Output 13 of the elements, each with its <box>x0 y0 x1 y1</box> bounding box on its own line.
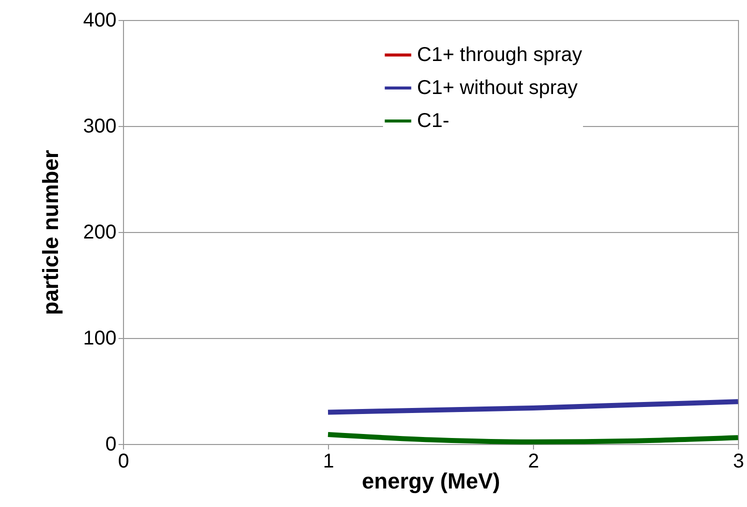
y-tick-label: 0 <box>105 434 116 456</box>
x-tick-label: 1 <box>322 450 334 472</box>
y-axis-title: particle number <box>38 150 64 316</box>
y-tick-label: 200 <box>83 222 116 244</box>
x-axis-title: energy (MeV) <box>362 468 500 494</box>
legend-label: C1+ through spray <box>417 44 582 66</box>
y-tick-label: 300 <box>83 116 116 138</box>
y-tick-label: 400 <box>83 10 116 32</box>
x-tick-label: 2 <box>528 450 540 472</box>
x-tick-label: 3 <box>732 450 744 472</box>
legend-label: C1- <box>417 110 450 132</box>
y-tick-label: 100 <box>83 328 116 350</box>
legend-label: C1+ without spray <box>417 77 578 99</box>
